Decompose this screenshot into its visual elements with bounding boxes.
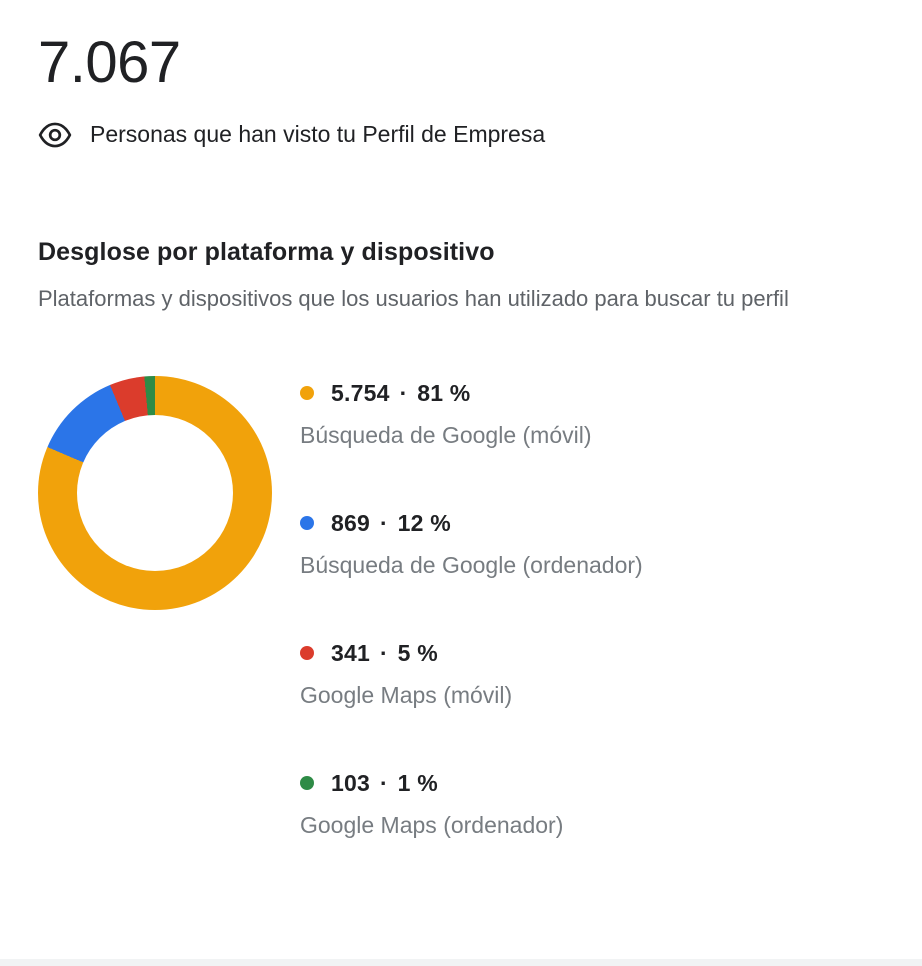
legend-label: Búsqueda de Google (móvil): [300, 421, 592, 448]
legend-label: Google Maps (ordenador): [300, 811, 564, 838]
legend-dot-icon: [300, 516, 314, 531]
legend-value-row: 103 · 1 %: [300, 770, 643, 797]
donut-hole: [77, 414, 233, 571]
legend-value: 103: [331, 769, 370, 796]
legend-dot-icon: [300, 776, 314, 791]
legend-label: Google Maps (móvil): [300, 681, 513, 708]
legend-dot-icon: [300, 646, 314, 661]
legend-percent: 81 %: [417, 379, 471, 406]
legend-value-row: 869 · 12 %: [300, 510, 643, 537]
legend-separator: ·: [379, 769, 388, 796]
legend-value: 341: [331, 639, 370, 666]
views-summary-row: Personas que han visto tu Perfil de Empr…: [38, 120, 884, 150]
legend-percent: 12 %: [397, 509, 451, 536]
legend-value: 869: [331, 509, 370, 536]
views-label: Personas que han visto tu Perfil de Empr…: [90, 121, 546, 148]
bottom-divider: [0, 959, 922, 966]
legend-value-row: 341 · 5 %: [300, 640, 643, 667]
views-count: 7.067: [38, 30, 181, 95]
platform-breakdown-chart-area: 5.754 · 81 % Búsqueda de Google (móvil) …: [38, 375, 884, 839]
legend-item-google-maps-mobile: 341 · 5 % Google Maps (móvil): [300, 640, 643, 709]
chart-legend: 5.754 · 81 % Búsqueda de Google (móvil) …: [300, 376, 643, 839]
eye-icon: [38, 120, 72, 150]
donut-chart: [38, 375, 272, 610]
legend-percent: 5 %: [397, 639, 438, 666]
legend-item-google-search-mobile: 5.754 · 81 % Búsqueda de Google (móvil): [300, 380, 643, 449]
section-title: Desglose por plataforma y dispositivo: [38, 237, 495, 266]
legend-separator: ·: [399, 379, 408, 406]
legend-dot-icon: [300, 386, 314, 401]
legend-percent: 1 %: [397, 769, 438, 796]
section-subtitle: Plataformas y dispositivos que los usuar…: [38, 285, 789, 311]
legend-label: Búsqueda de Google (ordenador): [300, 551, 643, 578]
legend-separator: ·: [379, 509, 388, 536]
legend-value-row: 5.754 · 81 %: [300, 380, 643, 407]
legend-item-google-search-desktop: 869 · 12 % Búsqueda de Google (ordenador…: [300, 510, 643, 579]
legend-item-google-maps-desktop: 103 · 1 % Google Maps (ordenador): [300, 770, 643, 839]
legend-separator: ·: [379, 639, 388, 666]
legend-value: 5.754: [331, 379, 390, 406]
